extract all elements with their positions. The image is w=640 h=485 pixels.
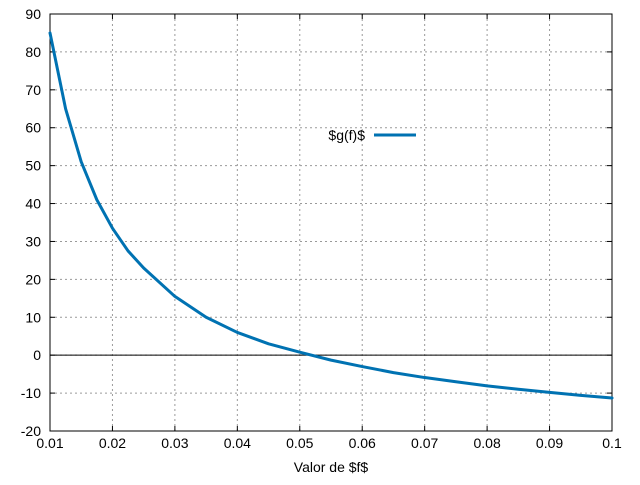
y-tick-label: 50 <box>25 158 41 174</box>
series-line <box>48 31 614 400</box>
legend: $g(f)$ <box>328 127 416 143</box>
y-tick-label: 80 <box>25 44 41 60</box>
x-tick-label: 0.03 <box>161 435 188 451</box>
x-tick-label: 0.01 <box>36 435 63 451</box>
series-layer <box>48 31 614 400</box>
y-tick-label: 90 <box>25 6 41 22</box>
y-tick-label: 40 <box>25 196 41 212</box>
y-tick-label: 0 <box>33 347 41 363</box>
y-axis-tick-labels: -20 -10 0 10 20 30 40 50 60 70 80 90 <box>21 6 41 439</box>
y-tick-label: 70 <box>25 82 41 98</box>
y-tick-label: 60 <box>25 120 41 136</box>
x-tick-label: 0.1 <box>602 435 622 451</box>
axis-ticks <box>49 13 613 432</box>
x-tick-label: 0.02 <box>99 435 126 451</box>
grid <box>50 14 612 431</box>
x-axis-label: Valor de $f$ <box>294 459 369 475</box>
y-tick-label: -20 <box>21 423 41 439</box>
x-tick-label: 0.05 <box>286 435 313 451</box>
x-tick-label: 0.04 <box>224 435 251 451</box>
y-tick-label: 20 <box>25 271 41 287</box>
plot-area-frame <box>49 13 613 432</box>
legend-entry-label: $g(f)$ <box>328 127 365 143</box>
y-tick-label: -10 <box>21 385 41 401</box>
x-axis-tick-labels: 0.01 0.02 0.03 0.04 0.05 0.06 0.07 0.08 0.09 0.1 <box>36 435 622 451</box>
y-tick-label: 10 <box>25 309 41 325</box>
x-tick-label: 0.07 <box>411 435 438 451</box>
x-tick-label: 0.06 <box>349 435 376 451</box>
y-tick-label: 30 <box>25 233 41 249</box>
x-tick-label: 0.09 <box>536 435 563 451</box>
x-tick-label: 0.08 <box>473 435 500 451</box>
